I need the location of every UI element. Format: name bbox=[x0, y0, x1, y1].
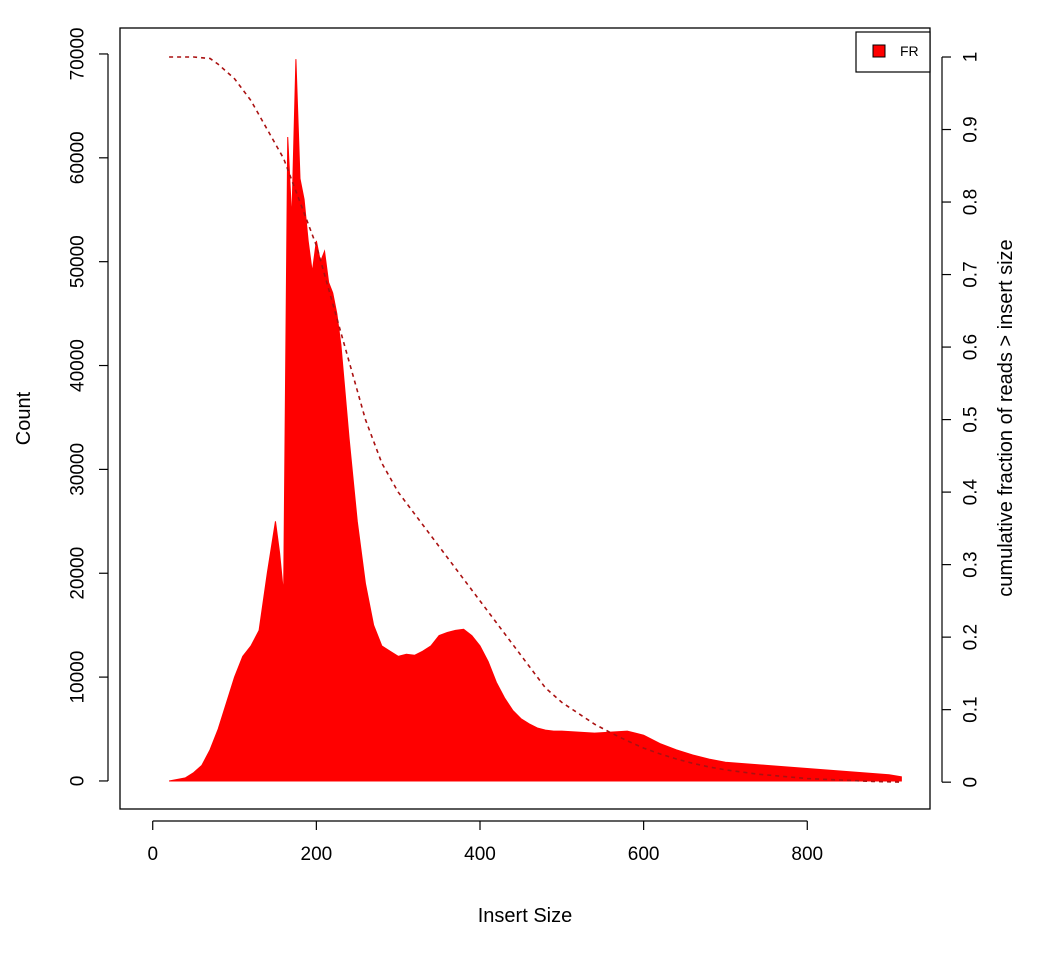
x-tick-label: 800 bbox=[791, 844, 823, 865]
y-axis-left: 0 10000 20000 30000 40000 50000 60000 70000 bbox=[68, 28, 109, 787]
y-axis-right: 0 0.1 0.2 0.3 0.4 0.5 0.6 0.7 0.8 0.9 1 bbox=[941, 52, 982, 788]
legend-swatch bbox=[872, 44, 886, 58]
legend: FR bbox=[855, 31, 931, 73]
y2-tick-label: 1 bbox=[961, 52, 982, 63]
y-tick-label: 70000 bbox=[68, 28, 89, 81]
y2-tick-label: 0.3 bbox=[961, 551, 982, 577]
y2-tick-label: 0.4 bbox=[961, 478, 982, 505]
y-tick-label: 30000 bbox=[68, 443, 89, 496]
x-tick-label: 200 bbox=[301, 844, 333, 865]
y2-tick-label: 0.2 bbox=[961, 624, 982, 650]
legend-label: FR bbox=[900, 43, 919, 59]
y-tick-label: 0 bbox=[68, 776, 89, 787]
x-tick-label: 400 bbox=[464, 844, 496, 865]
y-tick-label: 10000 bbox=[68, 651, 89, 704]
histogram-series-fr bbox=[168, 59, 902, 782]
y2-tick-label: 0 bbox=[961, 777, 982, 788]
y2-tick-label: 0.8 bbox=[961, 189, 982, 215]
y2-tick-label: 0.7 bbox=[961, 261, 982, 287]
plot-frame bbox=[119, 27, 931, 810]
y-tick-label: 40000 bbox=[68, 339, 89, 392]
y2-tick-label: 0.6 bbox=[961, 334, 982, 360]
x-axis: 0 200 400 600 800 bbox=[147, 820, 823, 865]
plot-content bbox=[168, 56, 902, 783]
x-axis-title: Insert Size bbox=[478, 905, 572, 927]
y-axis-title: Count bbox=[13, 391, 35, 445]
y2-tick-label: 0.1 bbox=[961, 696, 982, 722]
y2-axis-title: cumulative fraction of reads > insert si… bbox=[995, 239, 1017, 596]
y-tick-label: 60000 bbox=[68, 131, 89, 184]
y-tick-label: 50000 bbox=[68, 235, 89, 288]
y2-tick-label: 0.5 bbox=[961, 406, 982, 432]
x-tick-label: 600 bbox=[628, 844, 660, 865]
y2-tick-label: 0.9 bbox=[961, 116, 982, 142]
x-tick-label: 0 bbox=[147, 844, 158, 865]
legend-box bbox=[855, 31, 931, 73]
y-tick-label: 20000 bbox=[68, 547, 89, 600]
cumulative-fraction-line bbox=[169, 56, 902, 783]
